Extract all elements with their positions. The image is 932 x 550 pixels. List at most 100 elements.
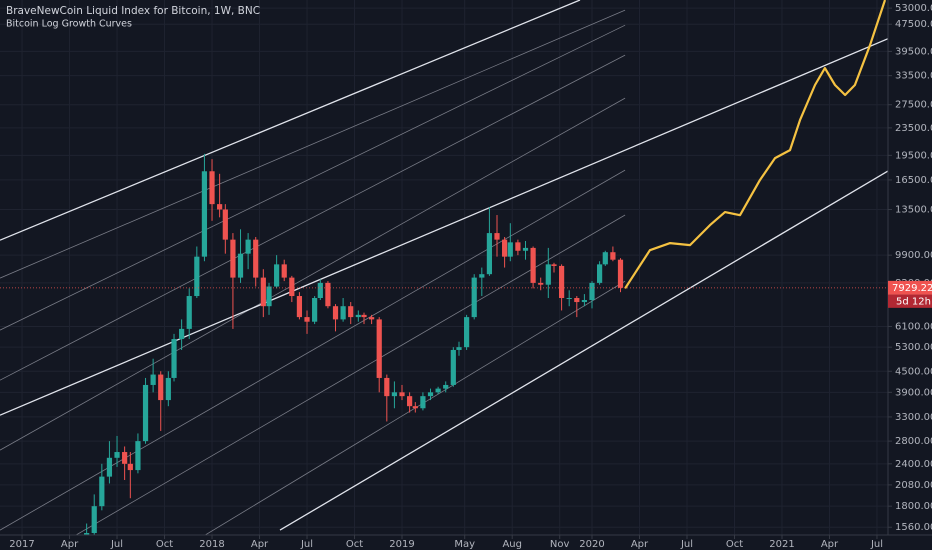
x-tick-label: 2017 [9, 539, 34, 550]
x-tick-label: 2019 [389, 539, 414, 550]
y-tick-label: 33500.00 [895, 71, 932, 82]
y-tick-label: 2400.00 [895, 459, 932, 470]
y-tick-label: 2080.00 [895, 480, 932, 491]
candle-body [589, 282, 595, 301]
candle-body [274, 264, 280, 287]
candle-body [574, 298, 580, 303]
candle-body [376, 319, 382, 378]
candle-body [596, 264, 603, 283]
candle-body [114, 452, 120, 458]
x-tick-label: Oct [346, 539, 363, 550]
candle-body [407, 396, 413, 407]
candle-body [456, 347, 462, 350]
y-tick-label: 13500.00 [895, 204, 932, 215]
y-tick-label: 1800.00 [895, 501, 932, 512]
axes: 53000.00 47500.00 39500.00 33500.00 27500.00… [9, 3, 932, 550]
projection-curve [624, 0, 887, 289]
growth-curve [0, 0, 581, 241]
candle-body [171, 339, 177, 378]
candle-body [420, 396, 426, 409]
last-price-box [888, 280, 932, 295]
y-tick-label: 16500.00 [895, 175, 932, 186]
x-tick-label: Nov [550, 539, 570, 550]
x-tick-label: Jul [680, 539, 693, 550]
candle-body [369, 317, 375, 320]
y-tick-label: 27500.00 [895, 100, 932, 111]
y-tick-label: 3300.00 [895, 412, 932, 423]
candle-body [106, 457, 113, 477]
candle-body [538, 282, 544, 285]
y-tick-label: 5300.00 [895, 342, 932, 353]
candle-body [502, 239, 508, 257]
x-tick-label: 2021 [769, 539, 794, 550]
candle-body [545, 264, 551, 285]
y-tick-label: 39500.00 [895, 46, 932, 57]
candle-body [399, 392, 405, 397]
y-tick-label: 6100.00 [895, 321, 932, 332]
candle-body [494, 233, 500, 240]
candle-body [610, 252, 616, 260]
y-tick-label: 19500.00 [895, 150, 932, 161]
y-tick-label: 23500.00 [895, 123, 932, 134]
candle-body [617, 259, 624, 288]
candle-body [559, 265, 565, 299]
candle-body [281, 264, 287, 278]
candle-body [84, 533, 90, 535]
x-tick-label: 2018 [199, 539, 224, 550]
candle-body [142, 384, 149, 442]
candle-body [201, 171, 208, 257]
candle-body [450, 349, 456, 385]
candle-body [296, 296, 303, 318]
candle-body [186, 296, 192, 329]
y-tick-label: 47500.00 [895, 19, 932, 30]
candle-body [471, 277, 477, 318]
x-tick-label: Oct [156, 539, 173, 550]
candle-body [507, 242, 513, 257]
candle-body [348, 306, 354, 318]
candle-body [237, 253, 244, 278]
chart-title: BraveNewCoin Liquid Index for Bitcoin, 1… [6, 5, 260, 17]
candle-body [179, 328, 185, 340]
candle-body [391, 392, 398, 397]
grid [0, 0, 888, 535]
y-tick-label: 3900.00 [895, 387, 932, 398]
candle-body [464, 317, 470, 348]
candle-body [530, 247, 536, 283]
countdown-label: 5d 12h [896, 296, 931, 307]
growth-curve [0, 9, 626, 279]
candle-body [332, 306, 339, 320]
candle-body [135, 441, 141, 471]
candle-body [222, 209, 228, 240]
x-tick-label: Jul [870, 539, 883, 550]
x-tick-label: Apr [251, 539, 269, 550]
candle-body [304, 317, 310, 322]
candle-body [361, 314, 367, 318]
candle-body [486, 233, 493, 275]
candle-body [312, 298, 318, 322]
chart-subtitle: Bitcoin Log Growth Curves [6, 19, 132, 30]
x-tick-label: Apr [821, 539, 839, 550]
growth-curve [0, 169, 626, 531]
candle-body [602, 252, 608, 265]
candle-body [479, 274, 485, 278]
x-tick-label: Apr [61, 539, 79, 550]
candle-body [165, 377, 171, 401]
growth-curve [279, 170, 888, 531]
growth-curve [0, 38, 888, 416]
growth-curve [75, 214, 626, 535]
y-tick-label: 1560.00 [895, 522, 932, 533]
y-tick-label: 4500.00 [895, 366, 932, 377]
candle-body [122, 452, 128, 464]
candle-body [435, 388, 441, 393]
candle-body [522, 247, 529, 251]
last-price-label: 7929.22 [892, 283, 932, 294]
candle-body [551, 264, 557, 266]
growth-curve [0, 24, 626, 331]
candle-body [289, 277, 295, 297]
candle-body [266, 286, 272, 307]
x-tick-label: 2020 [579, 539, 604, 550]
candle-body [340, 306, 346, 320]
x-tick-label: May [454, 539, 475, 550]
